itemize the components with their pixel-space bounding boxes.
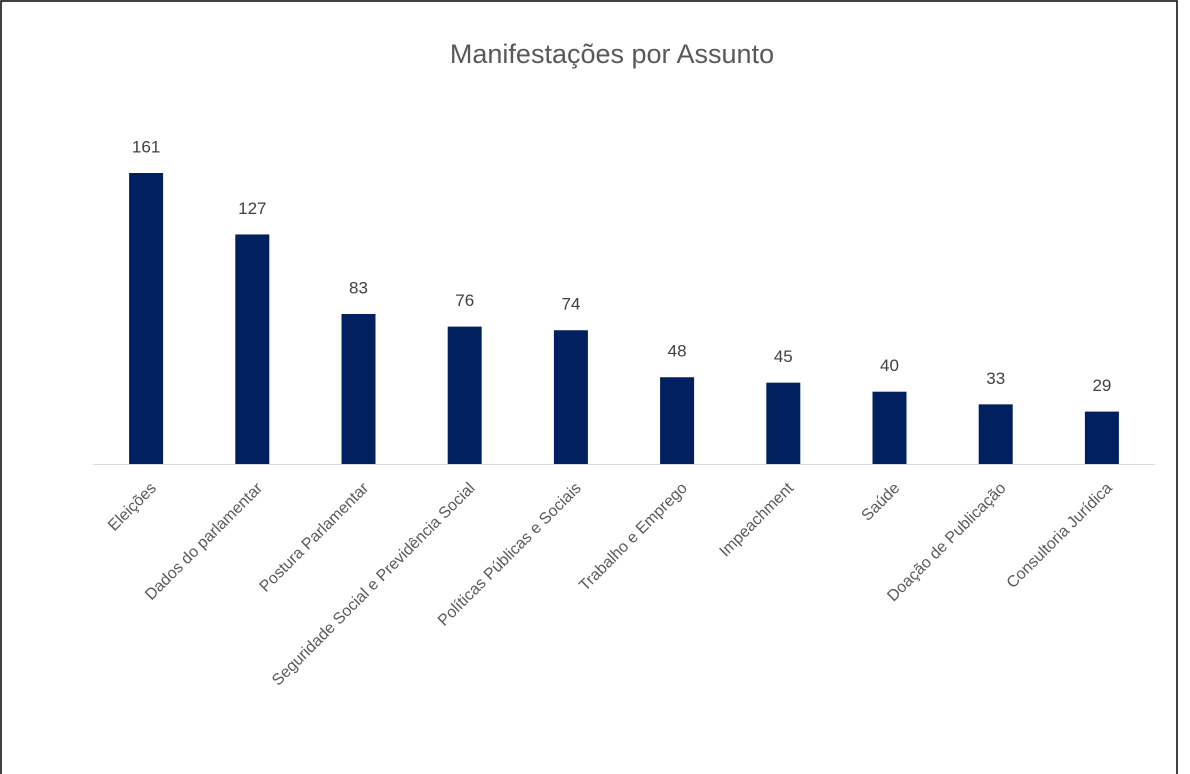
- bar: [341, 313, 376, 464]
- x-tick-label: Doação de Publicação: [884, 480, 1009, 605]
- x-tick-label: Dados do parlamentar: [142, 479, 266, 603]
- x-tick-label: Postura Parlamentar: [257, 479, 373, 595]
- x-tick-label: Trabalho e Emprego: [576, 480, 691, 595]
- data-label: 40: [880, 356, 899, 375]
- bar: [553, 330, 588, 464]
- bar: [447, 326, 482, 464]
- data-label: 29: [1092, 376, 1111, 395]
- bar: [1084, 411, 1119, 464]
- x-tick-label: Seguridade Social e Previdência Social: [269, 480, 479, 690]
- chart-title: Manifestações por Assunto: [450, 39, 774, 69]
- data-label: 45: [774, 347, 793, 366]
- data-label: 76: [455, 291, 474, 310]
- x-tick-label: Saúde: [859, 480, 904, 525]
- bar: [872, 391, 907, 464]
- x-tick-label: Consultoria Jurídica: [1004, 480, 1116, 592]
- data-label: 33: [986, 369, 1005, 388]
- bar: [660, 377, 695, 464]
- bar: [235, 234, 270, 464]
- data-label: 127: [238, 199, 266, 218]
- bar: [766, 382, 801, 464]
- bar: [129, 173, 164, 464]
- data-label: 161: [132, 137, 160, 156]
- x-tick-label: Eleições: [105, 480, 160, 535]
- data-label: 83: [349, 278, 368, 297]
- data-label: 48: [668, 342, 687, 361]
- x-tick-label: Impeachment: [717, 479, 798, 560]
- data-label: 74: [561, 295, 580, 314]
- bar: [978, 404, 1013, 464]
